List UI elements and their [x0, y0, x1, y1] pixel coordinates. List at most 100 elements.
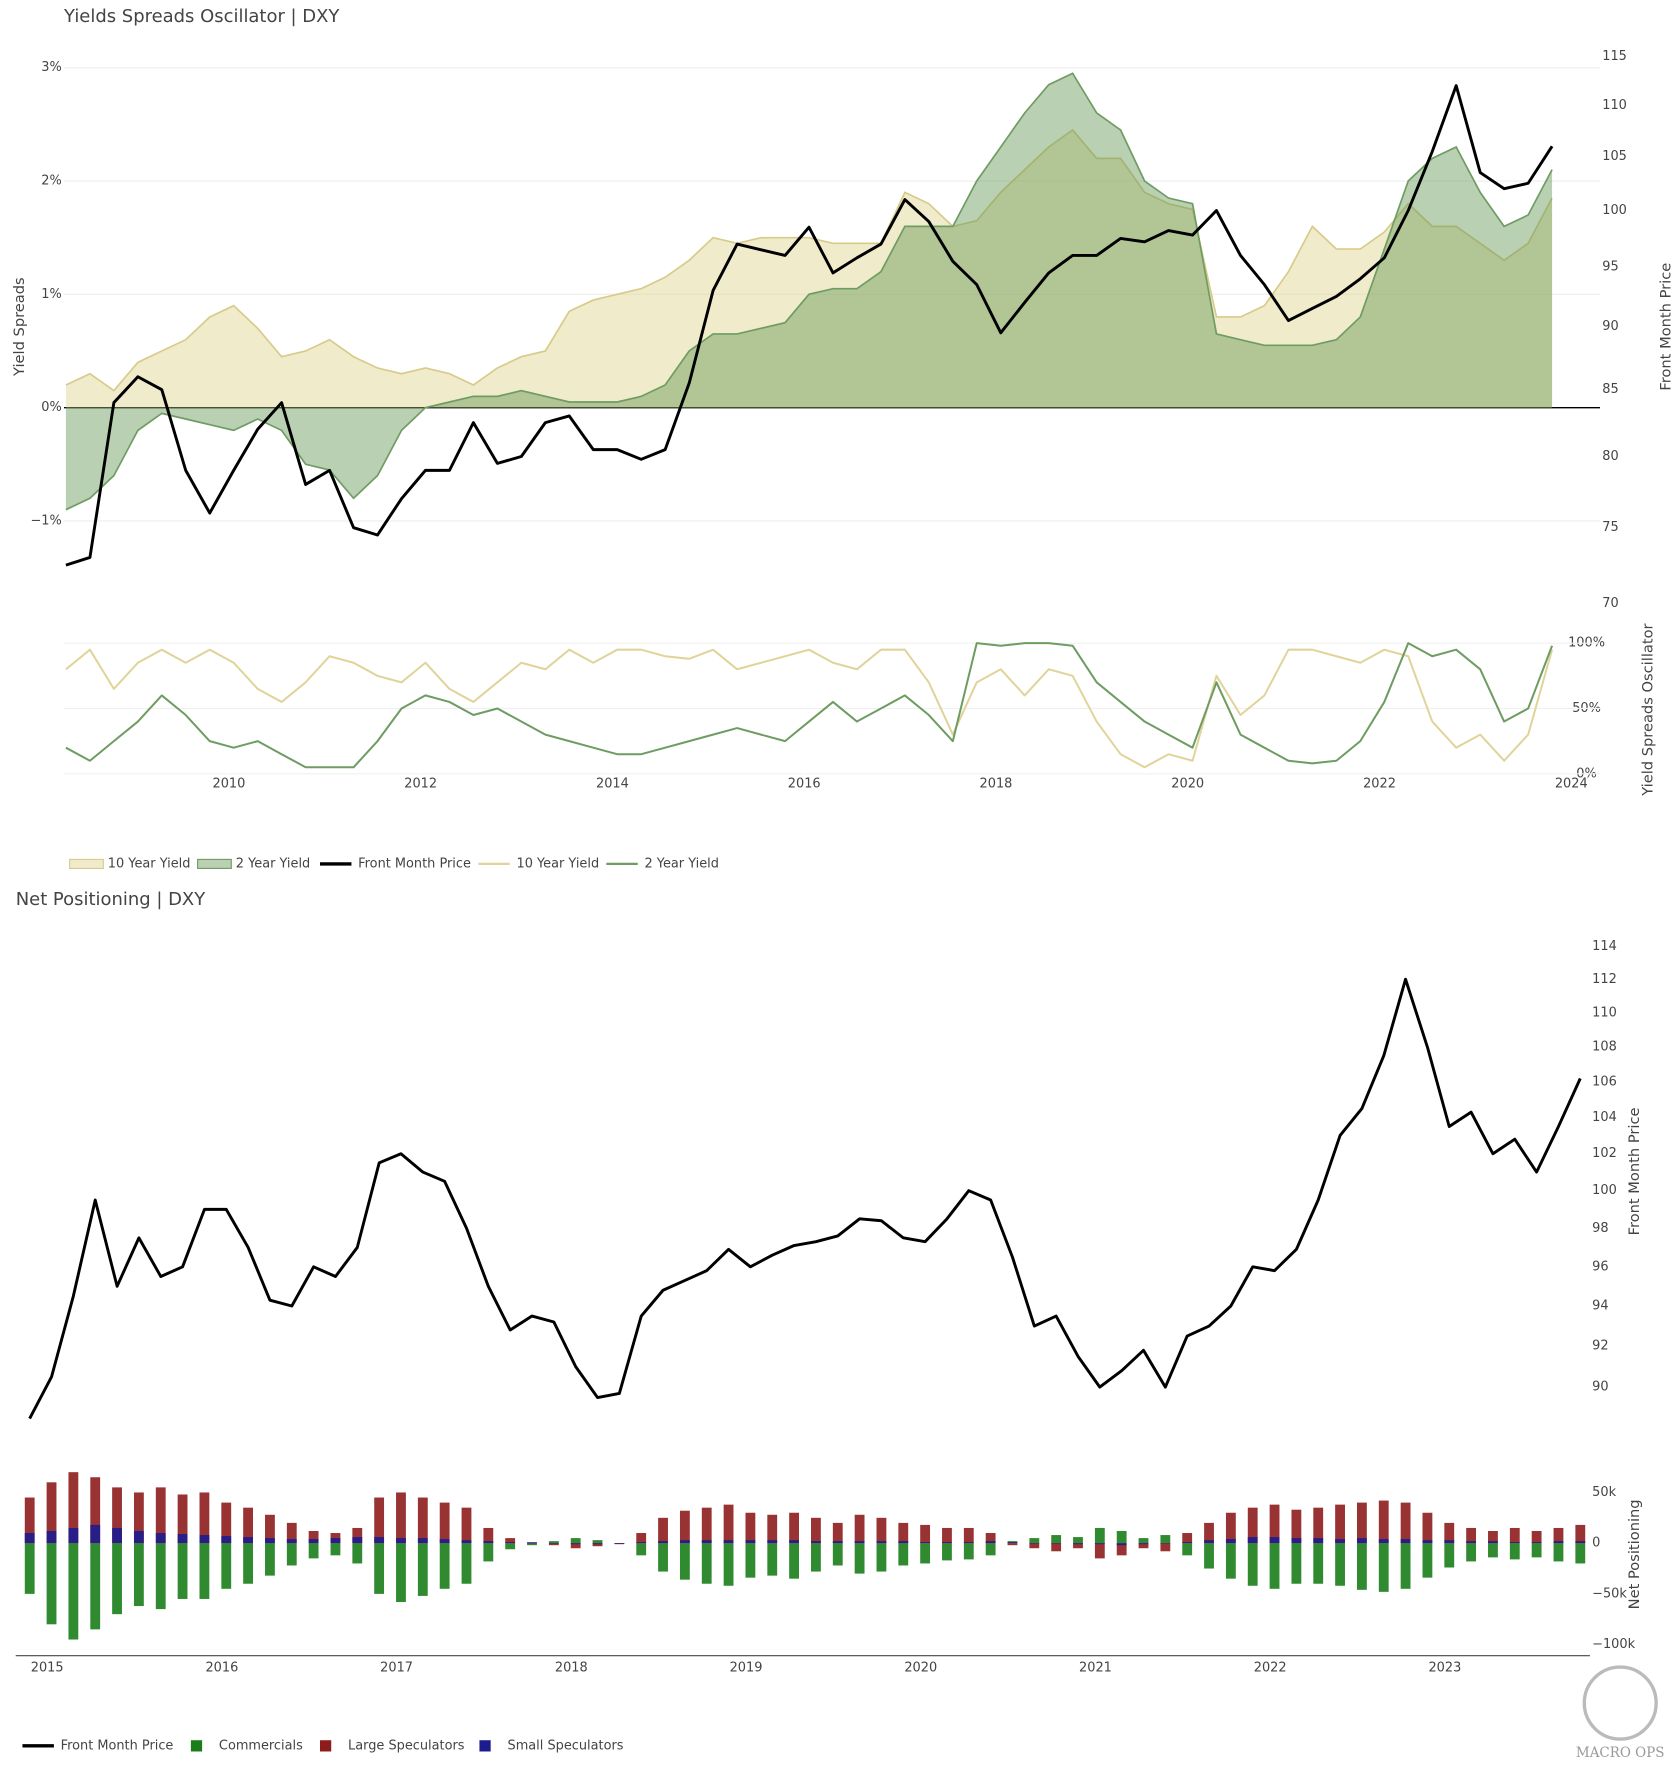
bar	[286, 1543, 297, 1566]
bar	[592, 1540, 603, 1544]
bar	[483, 1543, 494, 1562]
bar	[505, 1543, 516, 1550]
bar	[876, 1543, 887, 1572]
axis-title: Net Positioning	[1626, 1499, 1643, 1609]
line	[65, 84, 1554, 567]
bar	[68, 1543, 79, 1640]
bar	[570, 1543, 581, 1549]
bar	[68, 1472, 79, 1544]
x-tick-label: 2018	[555, 1661, 588, 1676]
line	[65, 648, 1554, 769]
x-tick-label: 2019	[730, 1661, 763, 1676]
bar	[461, 1507, 472, 1544]
y2-tick-label: 98	[1592, 1221, 1608, 1236]
bar	[1575, 1541, 1586, 1544]
legend-item: Front Month Price	[22, 1738, 173, 1753]
bar	[330, 1538, 341, 1544]
bar	[636, 1543, 647, 1556]
bar	[1378, 1539, 1389, 1544]
y2-tick-label: 106	[1592, 1074, 1617, 1089]
bar	[548, 1541, 559, 1544]
bar	[265, 1543, 275, 1576]
bar	[658, 1543, 668, 1572]
legend-swatch	[190, 1740, 203, 1752]
bar	[1073, 1537, 1083, 1544]
bar	[177, 1494, 188, 1544]
bar	[417, 1538, 428, 1544]
bar	[46, 1543, 57, 1625]
bar	[330, 1543, 341, 1556]
bar	[221, 1536, 232, 1544]
legend-item: 2 Year Yield	[606, 856, 719, 871]
bar	[701, 1540, 712, 1544]
chart: −100k −50k 0 50k Net Positioning 90 92 94 96 98 10…	[15, 939, 1643, 1753]
bar	[1094, 1527, 1105, 1544]
bar	[592, 1543, 603, 1547]
bar	[985, 1533, 996, 1544]
bar	[789, 1540, 799, 1544]
bar	[374, 1543, 385, 1594]
y2-tick-label: 108	[1592, 1040, 1617, 1055]
bar	[942, 1543, 952, 1561]
bar	[1400, 1543, 1411, 1589]
bar	[1488, 1543, 1498, 1558]
chart-title: Net Positioning | DXY	[16, 889, 206, 910]
bar	[1138, 1538, 1149, 1544]
bar	[723, 1504, 734, 1544]
legend-item: Small Speculators	[479, 1738, 624, 1753]
area-fill	[65, 73, 1553, 510]
bar	[68, 1527, 79, 1544]
bar	[243, 1537, 254, 1544]
bar	[701, 1507, 712, 1544]
y2-tick-label: 115	[1602, 49, 1627, 64]
bar	[898, 1543, 909, 1566]
y2-tick-label: 94	[1592, 1299, 1608, 1314]
bar	[155, 1487, 166, 1544]
bar	[1182, 1542, 1193, 1544]
bar	[396, 1538, 406, 1544]
bar	[1466, 1527, 1477, 1544]
bar	[286, 1539, 297, 1544]
bar	[24, 1543, 35, 1594]
y2-tick-label: 114	[1592, 939, 1617, 954]
bar	[1313, 1543, 1324, 1584]
bar	[1291, 1543, 1302, 1584]
y2-tick-label: 70	[1602, 596, 1618, 611]
bar	[1160, 1543, 1171, 1544]
bar	[527, 1542, 537, 1544]
x-tick-label: 2023	[1428, 1661, 1461, 1676]
bar	[1182, 1533, 1193, 1544]
y2-tick-label: 96	[1592, 1259, 1608, 1274]
chart: −1% 0% 1% 2% 3% Yield Spreads 70 75 80 85 90 95 100 1…	[11, 49, 1673, 872]
y2-tick-label: 104	[1592, 1110, 1617, 1125]
legend-item: Commercials	[190, 1738, 303, 1753]
bar	[679, 1543, 690, 1580]
bar	[920, 1524, 931, 1544]
bar	[658, 1541, 668, 1544]
bar	[133, 1530, 144, 1544]
x-tick-label: 2022	[1254, 1661, 1287, 1676]
bar	[1160, 1543, 1171, 1552]
bar	[1094, 1543, 1105, 1559]
bar	[985, 1543, 996, 1556]
bar	[1553, 1541, 1564, 1544]
bar	[352, 1543, 363, 1564]
bar	[177, 1534, 188, 1544]
bar	[1225, 1539, 1236, 1544]
bar	[1509, 1527, 1520, 1544]
y2-tick-label: 100	[1602, 203, 1627, 218]
bar	[90, 1543, 101, 1630]
bar	[1466, 1543, 1477, 1562]
bar	[832, 1541, 843, 1544]
y2-tick-label: 112	[1592, 972, 1617, 987]
bar	[811, 1541, 821, 1544]
y2-tick-label: 100	[1592, 1183, 1617, 1198]
bar	[46, 1530, 57, 1544]
bar	[1073, 1543, 1083, 1549]
bar	[90, 1477, 101, 1544]
bar	[155, 1533, 166, 1544]
bar	[1335, 1539, 1345, 1544]
bar	[1291, 1538, 1302, 1544]
bar	[1553, 1543, 1564, 1562]
bar	[374, 1537, 385, 1544]
